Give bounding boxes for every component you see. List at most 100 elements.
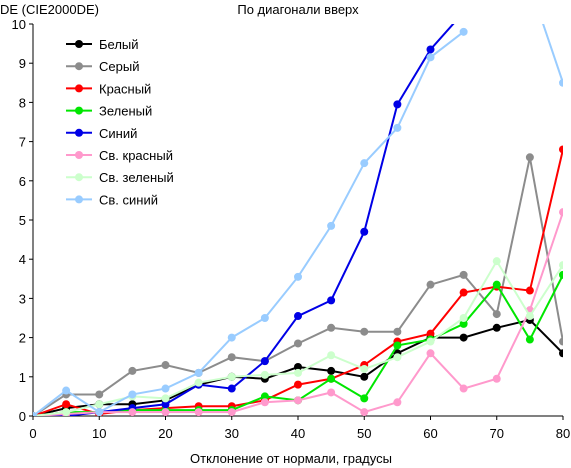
data-point	[95, 400, 104, 409]
data-point	[227, 384, 236, 393]
data-point	[559, 145, 563, 154]
x-tick-label: 10	[92, 426, 106, 441]
data-point	[128, 408, 137, 416]
data-point	[426, 329, 435, 338]
data-point	[327, 221, 336, 230]
data-point	[327, 366, 336, 375]
legend-swatch-marker	[75, 173, 83, 182]
data-point	[294, 368, 302, 377]
data-point	[62, 386, 71, 395]
data-point	[492, 374, 501, 383]
data-point	[525, 153, 534, 162]
legend-label: Серый	[99, 59, 139, 74]
legend-swatch-marker	[75, 195, 83, 204]
legend-swatch-marker	[75, 106, 83, 115]
data-point	[294, 380, 302, 389]
data-point	[327, 374, 336, 383]
series-7	[33, 257, 563, 416]
legend-item: Белый	[66, 37, 139, 52]
data-point	[161, 384, 170, 393]
x-axis-label: Отклонение от нормали, градусы	[190, 451, 392, 466]
data-point	[294, 312, 302, 321]
x-tick-label: 60	[423, 426, 437, 441]
data-point	[459, 288, 468, 297]
data-point	[393, 327, 402, 336]
legend-label: Св. красный	[99, 148, 173, 163]
data-point	[194, 378, 203, 387]
data-point	[227, 372, 236, 381]
y-tick-label: 9	[19, 56, 26, 71]
data-point	[294, 272, 302, 281]
series-line	[542, 24, 563, 84]
chart-title: По диагонали вверх	[237, 2, 359, 17]
legend-swatch-marker	[75, 62, 83, 71]
data-point	[459, 319, 468, 328]
x-tick-label: 40	[291, 426, 305, 441]
series-1	[33, 315, 563, 416]
data-point	[95, 390, 104, 399]
data-point	[459, 27, 468, 36]
y-tick-label: 6	[19, 174, 26, 189]
series-line	[33, 31, 465, 416]
x-tick-label: 80	[556, 426, 570, 441]
y-tick-label: 10	[12, 17, 26, 32]
legend: Белый Серый Красный Зеленый Синий Св. красный…	[66, 37, 174, 207]
data-point	[393, 398, 402, 407]
legend-item: Красный	[66, 81, 151, 96]
data-point	[459, 384, 468, 393]
x-tick-label: 20	[158, 426, 172, 441]
data-point	[33, 412, 37, 416]
data-point	[327, 296, 336, 305]
series-8	[33, 24, 563, 416]
data-point	[559, 261, 563, 270]
data-point	[360, 327, 369, 336]
y-tick-label: 5	[19, 213, 26, 228]
legend-label: Красный	[99, 81, 151, 96]
legend-swatch-marker	[75, 128, 83, 137]
data-point	[327, 351, 336, 360]
data-point	[559, 208, 563, 217]
data-point	[360, 159, 369, 168]
y-axis-label: DE (CIE2000DE)	[0, 2, 99, 17]
data-point	[426, 280, 435, 289]
data-point	[194, 368, 203, 377]
data-point	[426, 349, 435, 358]
legend-label: Св. зеленый	[99, 170, 174, 185]
legend-label: Белый	[99, 37, 139, 52]
legend-item: Св. красный	[66, 148, 173, 163]
data-point	[327, 388, 336, 397]
axes: 0 1 2 3 4 5 6 7 8 9 10 0 10 20 30 40 50 60 70 80	[12, 17, 571, 441]
legend-item: Серый	[66, 59, 139, 74]
data-point	[492, 310, 501, 319]
plot-area	[33, 24, 563, 416]
data-point	[294, 396, 302, 405]
x-tick-label: 0	[29, 426, 36, 441]
data-point	[360, 408, 369, 416]
data-point	[260, 370, 269, 379]
x-tick-label: 70	[490, 426, 504, 441]
data-point	[260, 392, 269, 401]
data-point	[128, 390, 137, 399]
data-point	[227, 408, 236, 416]
legend-item: Св. синий	[66, 192, 158, 207]
data-point	[525, 335, 534, 344]
data-point	[360, 394, 369, 403]
data-point	[459, 270, 468, 279]
data-point	[559, 78, 563, 87]
data-point	[393, 100, 402, 109]
legend-swatch-marker	[75, 40, 83, 48]
data-point	[459, 314, 468, 322]
legend-label: Св. синий	[99, 192, 158, 207]
data-point	[360, 372, 369, 381]
legend-item: Св. зеленый	[66, 170, 174, 185]
data-point	[327, 323, 336, 332]
data-point	[559, 349, 563, 358]
data-point	[161, 394, 170, 403]
y-tick-label: 4	[19, 252, 26, 267]
legend-label: Зеленый	[99, 104, 152, 119]
data-point	[260, 398, 269, 407]
data-point	[459, 333, 468, 342]
data-point	[426, 53, 435, 62]
data-point	[128, 366, 137, 375]
